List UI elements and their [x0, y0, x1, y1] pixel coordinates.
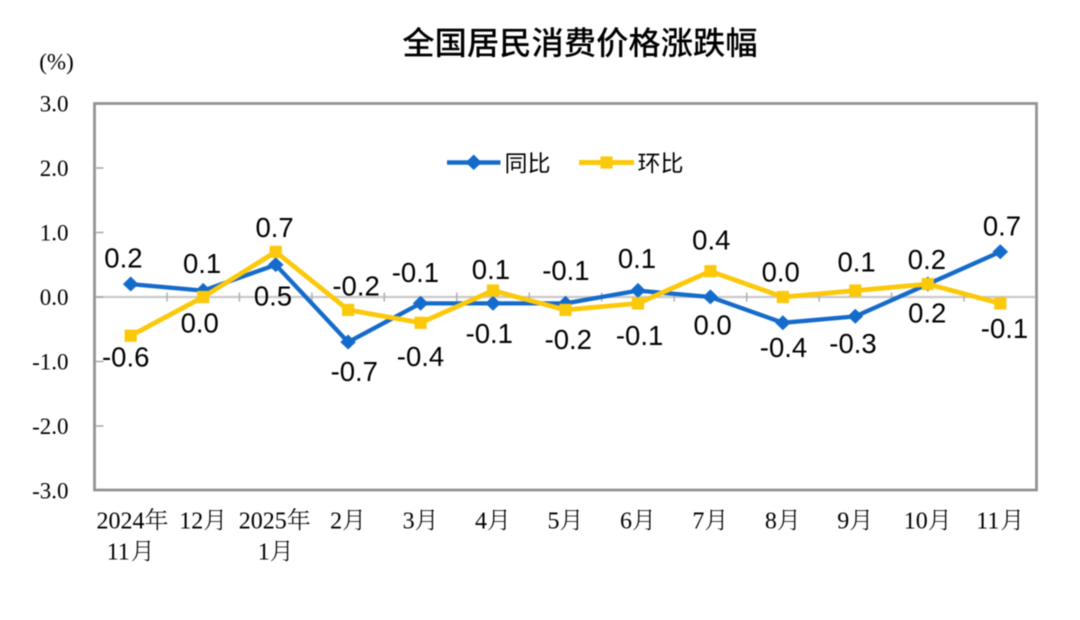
- svg-text:0.2: 0.2: [908, 298, 946, 329]
- svg-text:(%): (%): [39, 50, 73, 75]
- svg-text:-0.1: -0.1: [981, 313, 1028, 344]
- svg-text:-0.2: -0.2: [545, 324, 592, 355]
- svg-text:-0.4: -0.4: [760, 332, 807, 363]
- svg-text:-0.1: -0.1: [542, 255, 589, 286]
- svg-text:0.7: 0.7: [255, 212, 293, 243]
- svg-text:0.2: 0.2: [104, 243, 142, 274]
- svg-text:8: 8: [765, 509, 777, 535]
- svg-text:0.4: 0.4: [692, 225, 730, 256]
- svg-text:0.2: 0.2: [908, 244, 946, 275]
- svg-text:0.1: 0.1: [183, 248, 221, 279]
- svg-text:-0.1: -0.1: [466, 318, 513, 349]
- svg-text:9: 9: [837, 509, 849, 535]
- svg-text:0.1: 0.1: [837, 246, 875, 277]
- svg-text:0.0: 0.0: [40, 285, 69, 310]
- svg-text:4: 4: [475, 509, 487, 535]
- svg-text:6: 6: [620, 509, 632, 535]
- svg-text:2025: 2025: [239, 509, 287, 535]
- svg-text:5: 5: [548, 509, 560, 535]
- svg-text:2.0: 2.0: [40, 156, 69, 181]
- svg-text:-0.1: -0.1: [392, 257, 439, 288]
- svg-text:-0.4: -0.4: [397, 341, 444, 372]
- svg-text:-0.7: -0.7: [331, 356, 378, 387]
- svg-text:-2.0: -2.0: [32, 414, 68, 439]
- svg-text:0.7: 0.7: [983, 210, 1021, 241]
- svg-text:-0.1: -0.1: [616, 320, 663, 351]
- svg-text:0.0: 0.0: [762, 257, 800, 288]
- svg-text:11: 11: [976, 509, 999, 535]
- svg-text:0.0: 0.0: [693, 310, 731, 341]
- svg-text:2: 2: [330, 509, 342, 535]
- svg-text:-1.0: -1.0: [32, 349, 68, 374]
- svg-text:0.0: 0.0: [181, 308, 219, 339]
- svg-text:2024: 2024: [97, 509, 145, 535]
- svg-text:1.0: 1.0: [40, 220, 69, 245]
- svg-text:3.0: 3.0: [40, 91, 69, 116]
- svg-text:0.5: 0.5: [254, 280, 292, 311]
- svg-text:3: 3: [403, 509, 415, 535]
- svg-text:-0.3: -0.3: [829, 328, 876, 359]
- svg-text:-3.0: -3.0: [32, 478, 68, 503]
- svg-text:1: 1: [258, 540, 270, 566]
- svg-text:-0.2: -0.2: [332, 271, 379, 302]
- svg-text:10: 10: [904, 509, 928, 535]
- svg-text:12: 12: [179, 509, 203, 535]
- svg-text:0.1: 0.1: [472, 254, 510, 285]
- svg-text:0.1: 0.1: [618, 243, 656, 274]
- svg-text:7: 7: [692, 509, 704, 535]
- svg-text:11: 11: [107, 540, 130, 566]
- svg-text:-0.6: -0.6: [102, 341, 149, 372]
